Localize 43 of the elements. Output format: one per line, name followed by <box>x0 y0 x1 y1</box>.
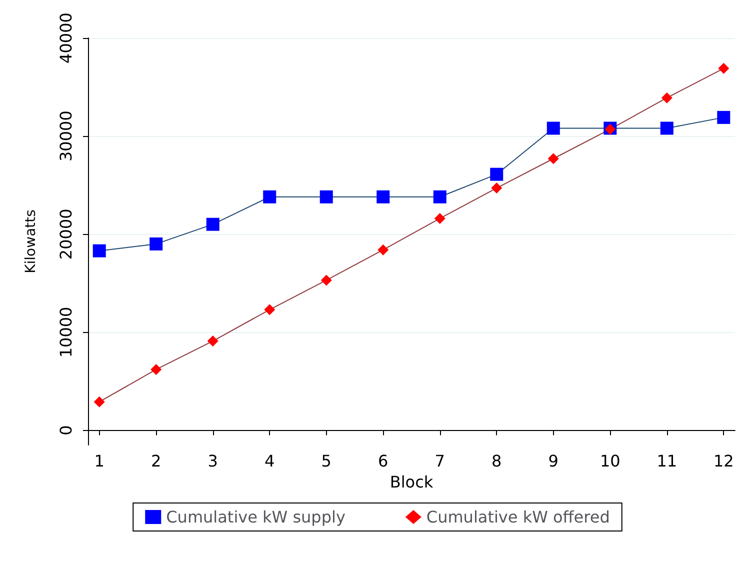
legend-label: Cumulative kW supply <box>166 508 346 526</box>
x-tick-label: 1 <box>94 452 104 470</box>
y-tick-label: 0 <box>56 425 76 436</box>
point <box>263 190 276 204</box>
x-tick-label: 5 <box>321 452 332 470</box>
point <box>546 122 560 135</box>
point <box>434 212 446 224</box>
x-axis-title: Block <box>390 472 434 492</box>
legend-label: Cumulative kW offered <box>426 508 610 526</box>
point <box>718 62 730 74</box>
y-axis-title: Kilowatts <box>23 210 39 274</box>
point <box>92 244 106 258</box>
point <box>490 168 504 181</box>
y-tick-label: 10000 <box>56 306 76 358</box>
point <box>548 153 559 164</box>
y-tick-label: 40000 <box>56 12 76 64</box>
point <box>320 274 332 286</box>
x-tick-label: 3 <box>208 452 218 470</box>
point <box>660 122 674 135</box>
point <box>491 182 502 194</box>
point <box>717 110 730 124</box>
point <box>376 190 390 204</box>
point <box>661 92 672 104</box>
x-tick-label: 2 <box>151 452 162 470</box>
point <box>150 237 163 250</box>
point <box>264 304 276 316</box>
x-tick-label: 9 <box>548 452 558 470</box>
y-tick-label: 20000 <box>56 208 76 260</box>
point <box>378 244 389 256</box>
x-tick-label: 6 <box>378 452 388 470</box>
point <box>433 190 446 204</box>
point <box>150 364 162 375</box>
x-tick-label: 7 <box>434 452 445 470</box>
x-tick-label: 12 <box>713 452 734 470</box>
point <box>94 396 105 408</box>
y-tick-label: 30000 <box>56 110 76 162</box>
x-tick-label: 11 <box>656 452 678 470</box>
x-tick-label: 8 <box>492 452 502 470</box>
x-tick-label: 4 <box>264 452 275 470</box>
x-tick-label: 10 <box>600 452 620 470</box>
point <box>207 336 218 347</box>
point <box>206 218 220 231</box>
point <box>320 190 333 204</box>
